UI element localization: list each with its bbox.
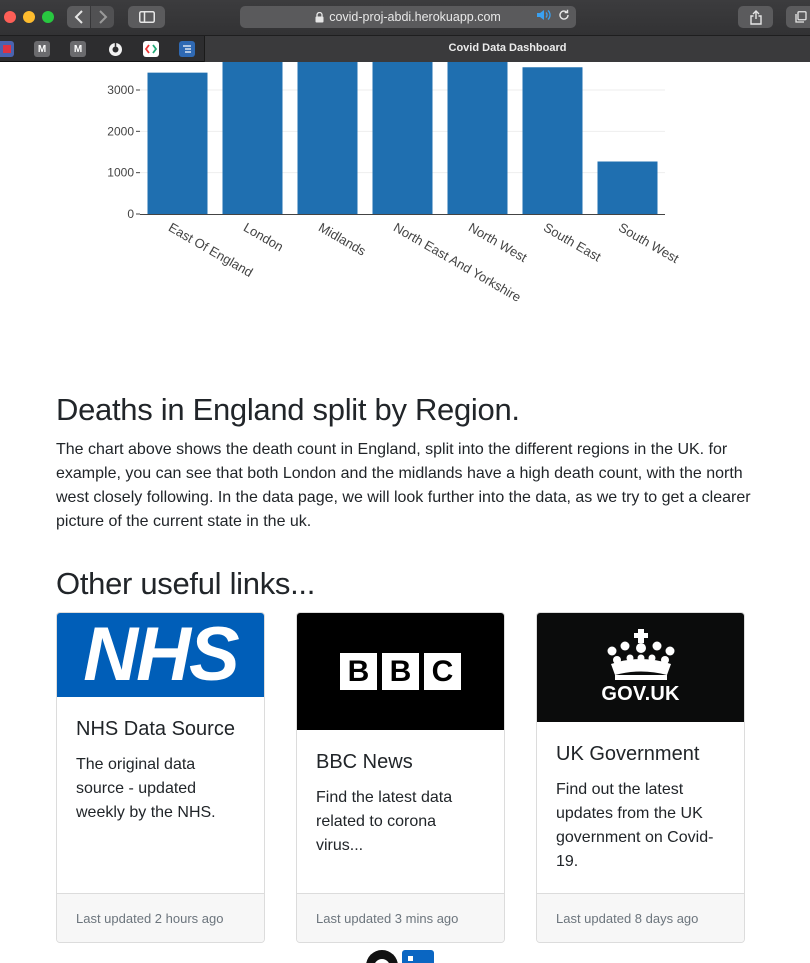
bbc-logo-letter: B [382, 653, 419, 690]
links-heading: Other useful links... [56, 566, 316, 601]
active-tab[interactable]: Covid Data Dashboard [204, 36, 810, 62]
audio-icon[interactable] [536, 9, 552, 21]
bookmark-code[interactable] [143, 41, 159, 57]
bar [222, 62, 283, 214]
share-button[interactable] [738, 6, 773, 28]
card-text: The original data source - updated weekl… [76, 756, 216, 821]
bbc-logo-letter: B [340, 653, 377, 690]
x-tick-label: South East [541, 220, 604, 265]
bar [147, 72, 208, 214]
x-tick-label: South West [616, 220, 682, 267]
code-icon [145, 44, 157, 54]
bar [297, 62, 358, 214]
card-title[interactable]: UK Government [556, 743, 700, 765]
nhs-card[interactable]: NHS NHS Data Source The original data so… [56, 612, 265, 943]
minimize-window-button[interactable] [23, 11, 35, 23]
card-title[interactable]: NHS Data Source [76, 718, 235, 740]
share-icon [749, 9, 762, 25]
close-window-button[interactable] [4, 11, 16, 23]
gov-uk-logo-text: GOV.UK [601, 683, 680, 705]
section-description: The chart above shows the death count in… [56, 441, 751, 530]
x-tick-label: East Of England [166, 220, 255, 280]
bookmark-m2[interactable]: M [70, 41, 86, 57]
y-tick-label: 0 [127, 207, 134, 221]
tab-title: Covid Data Dashboard [448, 42, 567, 54]
x-tick-label: North East And Yorkshire [391, 220, 524, 305]
gov-uk-logo[interactable]: GOV.UK [537, 613, 744, 722]
x-tick-label: Midlands [316, 220, 369, 259]
github-icon[interactable] [366, 950, 398, 963]
gov-uk-card[interactable]: GOV.UK UK Government Find out the latest… [536, 612, 745, 943]
x-tick-label: North West [466, 220, 530, 266]
card-text: Find the latest data related to corona v… [316, 789, 453, 854]
bar [597, 161, 658, 214]
y-tick-label: 3000 [107, 83, 134, 97]
bookmarks-bar: M M Covid Data Dashboard [0, 36, 810, 62]
linkedin-icon[interactable] [402, 950, 434, 963]
back-button[interactable] [67, 6, 90, 28]
card-footer: Last updated 8 days ago [537, 893, 744, 942]
bbc-logo[interactable]: B B C [297, 613, 504, 730]
globe-icon [108, 42, 122, 56]
bookmark-globe[interactable] [107, 41, 123, 57]
sidebar-icon [138, 11, 155, 23]
bar [447, 62, 508, 214]
card-title[interactable]: BBC News [316, 751, 413, 773]
reload-icon[interactable] [558, 9, 570, 21]
chevron-right-icon [98, 10, 107, 24]
bookmark-image-icon [3, 45, 11, 53]
chevron-left-icon [74, 10, 83, 24]
card-footer: Last updated 3 mins ago [297, 893, 504, 942]
maximize-window-button[interactable] [42, 11, 54, 23]
bbc-logo-letter: C [424, 653, 461, 690]
sidebar-toggle-button[interactable] [128, 6, 165, 28]
bbc-card[interactable]: B B C BBC News Find the latest data rela… [296, 612, 505, 943]
list-icon [183, 45, 191, 53]
footer-social-links [366, 950, 434, 963]
tabs-icon [795, 11, 807, 23]
y-tick-label: 2000 [107, 124, 134, 138]
bookmark-m1[interactable]: M [34, 41, 50, 57]
bookmark-list[interactable] [179, 41, 195, 57]
bar [372, 62, 433, 214]
bookmark-1[interactable] [0, 41, 14, 57]
section-heading: Deaths in England split by Region. [56, 392, 520, 427]
x-tick-label: London [241, 220, 286, 255]
card-text: Find out the latest updates from the UK … [556, 781, 714, 870]
nhs-logo[interactable]: NHS [57, 613, 264, 697]
card-footer: Last updated 2 hours ago [57, 893, 264, 942]
crown-icon [607, 629, 674, 680]
nhs-logo-text: NHS [83, 612, 239, 697]
show-tabs-button[interactable] [786, 6, 810, 28]
y-tick-label: 1000 [107, 166, 134, 180]
bar [522, 67, 583, 214]
browser-toolbar: covid-proj-abdi.herokuapp.com [0, 0, 810, 36]
forward-button[interactable] [91, 6, 114, 28]
url-text: covid-proj-abdi.herokuapp.com [329, 10, 501, 24]
address-bar[interactable]: covid-proj-abdi.herokuapp.com [240, 6, 576, 28]
lock-icon [315, 11, 324, 22]
deaths-by-region-chart: 0 1000 2000 3000 East Of England London Midlan… [0, 62, 810, 312]
